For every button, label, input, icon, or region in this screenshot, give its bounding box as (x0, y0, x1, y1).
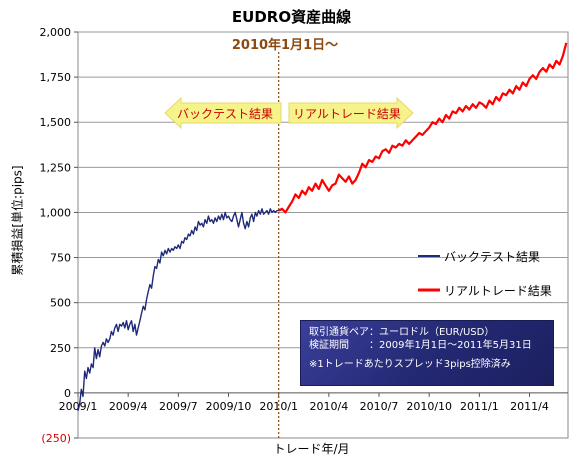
x-tick-label: 2010/4 (310, 400, 349, 413)
info-spread-note: ※1トレードあたりスプレッド3pips控除済み (309, 359, 511, 370)
y-tick-label: 1,500 (40, 116, 72, 129)
y-tick-label: 500 (50, 297, 71, 310)
x-tick-label: 2009/7 (159, 400, 198, 413)
y-tick-label: 1,750 (40, 71, 72, 84)
chart-title: EUDRO資産曲線 (231, 8, 352, 26)
x-tick-label: 2009/4 (109, 400, 148, 413)
series-line-realtrade (278, 42, 568, 214)
legend-item-backtest: バックテスト結果 (418, 246, 552, 266)
x-tick-label: 2011/1 (460, 400, 499, 413)
legend: バックテスト結果 リアルトレード結果 (418, 246, 552, 314)
y-tick-label: 2,000 (40, 26, 72, 39)
y-tick-label: 750 (50, 252, 71, 265)
legend-item-realtrade: リアルトレード結果 (418, 280, 552, 300)
x-tick-label: 2011/4 (510, 400, 549, 413)
realtrade-arrow (288, 96, 414, 130)
series-line-backtest (77, 208, 279, 412)
info-period: 検証期間 ：2009年1月1日～2011年5月31日 (309, 340, 532, 351)
info-box: 取引通貨ペア：ユーロドル（EUR/USD） 検証期間 ：2009年1月1日～20… (300, 320, 554, 386)
x-axis-label: トレード年/月 (273, 442, 350, 456)
x-tick-label: 2010/7 (360, 400, 399, 413)
legend-label-backtest: バックテスト結果 (444, 249, 541, 264)
legend-label-realtrade: リアルトレード結果 (444, 283, 552, 298)
info-currency-pair: 取引通貨ペア：ユーロドル（EUR/USD） (309, 327, 495, 338)
realtrade-arrow-label: リアルトレード結果 (293, 107, 401, 121)
backtest-arrow (164, 96, 282, 130)
backtest-arrow-label: バックテスト結果 (177, 107, 273, 121)
y-tick-label: (250) (41, 432, 71, 445)
y-tick-label: 250 (50, 342, 71, 355)
x-tick-label: 2010/1 (259, 400, 298, 413)
legend-swatch-realtrade (418, 288, 440, 292)
x-tick-label: 2009/1 (59, 400, 98, 413)
x-tick-label: 2009/10 (206, 400, 252, 413)
y-tick-label: 1,250 (40, 161, 72, 174)
y-tick-label: 0 (64, 387, 71, 400)
legend-swatch-backtest (418, 255, 440, 257)
x-tick-label: 2010/10 (406, 400, 452, 413)
start-date-annotation: 2010年1月1日～ (231, 38, 339, 53)
y-tick-label: 1,000 (40, 206, 72, 219)
